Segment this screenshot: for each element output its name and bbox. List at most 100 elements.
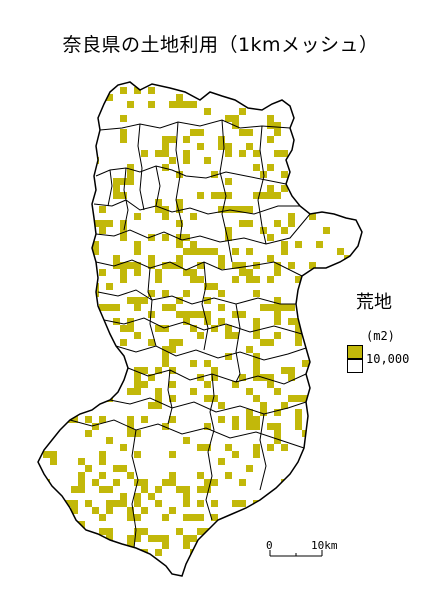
mesh-cell bbox=[281, 227, 288, 234]
mesh-cell bbox=[281, 171, 288, 178]
mesh-cell bbox=[253, 262, 260, 269]
mesh-cell bbox=[295, 332, 302, 339]
mesh-cell bbox=[330, 192, 337, 199]
mesh-cell bbox=[176, 220, 183, 227]
mesh-cell bbox=[239, 94, 246, 101]
mesh-cell bbox=[232, 262, 239, 269]
mesh-cell bbox=[323, 395, 330, 402]
mesh-cell bbox=[127, 178, 134, 185]
mesh-cell bbox=[155, 206, 162, 213]
mesh-cell bbox=[113, 255, 120, 262]
mesh-cell bbox=[302, 360, 309, 367]
mesh-cell bbox=[169, 304, 176, 311]
mesh-cell bbox=[190, 360, 197, 367]
legend-title: 荒地 bbox=[356, 292, 392, 313]
mesh-cell bbox=[85, 535, 92, 542]
mesh-cell bbox=[274, 269, 281, 276]
mesh-cell bbox=[162, 479, 169, 486]
mesh-cell bbox=[141, 479, 148, 486]
mesh-cell bbox=[141, 367, 148, 374]
mesh-cell bbox=[43, 416, 50, 423]
mesh-cell bbox=[190, 248, 197, 255]
mesh-cell bbox=[337, 318, 344, 325]
mesh-cell bbox=[169, 451, 176, 458]
mesh-cell bbox=[99, 458, 106, 465]
mesh-cell bbox=[204, 108, 211, 115]
mesh-cell bbox=[106, 220, 113, 227]
mesh-cell bbox=[155, 325, 162, 332]
mesh-cell bbox=[120, 493, 127, 500]
mesh-cell bbox=[78, 248, 85, 255]
mesh-cell bbox=[302, 458, 309, 465]
mesh-cell bbox=[120, 262, 127, 269]
mesh-cell bbox=[162, 535, 169, 542]
mesh-cell bbox=[127, 388, 134, 395]
mesh-cell bbox=[295, 409, 302, 416]
mesh-cell bbox=[281, 584, 288, 591]
mesh-cell bbox=[183, 318, 190, 325]
mesh-cell bbox=[127, 171, 134, 178]
mesh-cell bbox=[197, 444, 204, 451]
mesh-cell bbox=[155, 577, 162, 584]
mesh-cell bbox=[246, 143, 253, 150]
mesh-cell bbox=[274, 311, 281, 318]
mesh-cell bbox=[155, 199, 162, 206]
mesh-cell bbox=[260, 521, 267, 528]
mesh-cell bbox=[239, 220, 246, 227]
mesh-cell bbox=[85, 339, 92, 346]
mesh-cell bbox=[225, 444, 232, 451]
mesh-cell bbox=[239, 206, 246, 213]
mesh-cell bbox=[162, 136, 169, 143]
mesh-cell bbox=[253, 353, 260, 360]
mesh-cell bbox=[225, 192, 232, 199]
mesh-cell bbox=[246, 409, 253, 416]
mesh-cell bbox=[78, 227, 85, 234]
mesh-cell bbox=[218, 416, 225, 423]
mesh-cell bbox=[358, 409, 362, 416]
mesh-cell bbox=[274, 262, 281, 269]
mesh-cell bbox=[246, 465, 253, 472]
scale-end-label: 10km bbox=[311, 539, 338, 552]
mesh-cell bbox=[71, 486, 78, 493]
mesh-cell bbox=[176, 528, 183, 535]
mesh-cell bbox=[267, 381, 274, 388]
mesh-cell bbox=[148, 493, 155, 500]
mesh-cell bbox=[253, 164, 260, 171]
mesh-cell bbox=[295, 276, 302, 283]
mesh-cell bbox=[127, 318, 134, 325]
mesh-cell bbox=[106, 304, 113, 311]
mesh-cell bbox=[253, 276, 260, 283]
mesh-cell bbox=[134, 500, 141, 507]
mesh-cell bbox=[211, 395, 218, 402]
mesh-cell bbox=[211, 514, 218, 521]
mesh-cell bbox=[274, 220, 281, 227]
mesh-cell bbox=[148, 290, 155, 297]
mesh-cell bbox=[92, 563, 99, 570]
mesh-cell bbox=[253, 416, 260, 423]
mesh-cell bbox=[197, 143, 204, 150]
mesh-cell bbox=[71, 108, 78, 115]
mesh-cell bbox=[274, 430, 281, 437]
mesh-cell bbox=[50, 458, 57, 465]
mesh-cell bbox=[78, 458, 85, 465]
mesh-cell bbox=[99, 556, 106, 563]
mesh-cell bbox=[225, 206, 232, 213]
mesh-cell bbox=[134, 248, 141, 255]
mesh-cell bbox=[183, 234, 190, 241]
mesh-cell bbox=[351, 129, 358, 136]
mesh-cell bbox=[323, 178, 330, 185]
mesh-cell bbox=[92, 220, 99, 227]
mesh-cell bbox=[218, 262, 225, 269]
mesh-cell bbox=[225, 115, 232, 122]
mesh-cell bbox=[239, 129, 246, 136]
mesh-cell bbox=[141, 297, 148, 304]
mesh-cell bbox=[253, 395, 260, 402]
mesh-cell bbox=[218, 535, 225, 542]
mesh-cell bbox=[190, 311, 197, 318]
mesh-cell bbox=[155, 563, 162, 570]
mesh-cell bbox=[253, 423, 260, 430]
mesh-cell bbox=[64, 563, 71, 570]
mesh-cell bbox=[127, 507, 134, 514]
mesh-cell bbox=[316, 402, 323, 409]
